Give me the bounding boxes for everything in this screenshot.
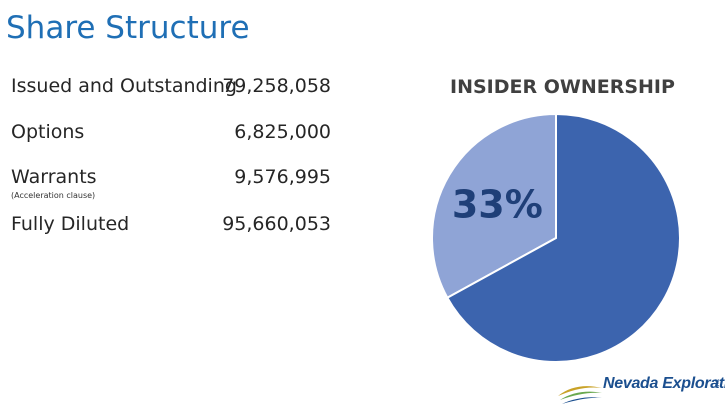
row-label: Warrants [11,166,97,188]
row-value: 79,258,058 [222,75,331,97]
pie-chart: 33% [431,112,681,363]
page-title: Share Structure [6,10,250,46]
logo-suffix: Inc [714,378,722,389]
pie-slice [431,112,557,300]
row-label: Options [11,121,85,143]
row-value: 95,660,053 [222,213,331,235]
logo-swoosh-icon [558,386,602,404]
company-logo: Nevada Exploration Inc [556,372,725,406]
row-note: (Acceleration clause) [11,191,96,200]
row-label: Issued and Outstanding [11,75,237,97]
pie-slice [445,112,681,363]
logo-text: Nevada Exploration [603,375,725,392]
row-value: 9,576,995 [234,166,331,188]
pie-slice-label: 33% [452,182,543,226]
row-value: 6,825,000 [234,121,331,143]
chart-title: INSIDER OWNERSHIP [450,76,675,98]
row-label: Fully Diluted [11,213,130,235]
